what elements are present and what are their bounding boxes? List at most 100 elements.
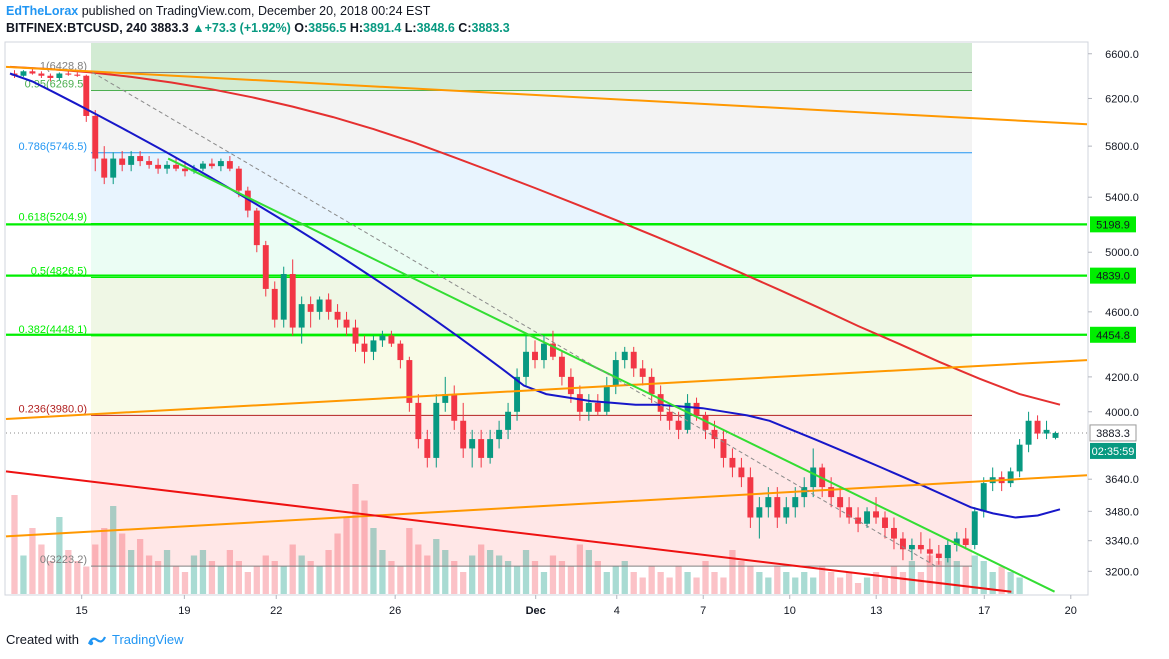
volume-bar	[217, 566, 225, 594]
price-tick-label: 5000.0	[1105, 247, 1139, 259]
volume-bar	[908, 561, 916, 594]
volume-bar	[917, 572, 925, 594]
close-value: 3883.3	[471, 21, 510, 35]
candle-body	[271, 288, 278, 320]
price-marker-label: 3883.3	[1096, 428, 1130, 440]
price-tick-label: 6600.0	[1105, 49, 1139, 61]
candle-body	[1034, 420, 1041, 434]
price-tick-label: 4600.0	[1105, 307, 1139, 319]
volume-bar	[128, 550, 135, 594]
candle-body	[110, 158, 117, 178]
tradingview-brand[interactable]: TradingView	[112, 632, 184, 647]
volume-bar	[756, 572, 763, 594]
volume-bar	[935, 561, 942, 594]
volume-bar	[863, 577, 871, 594]
volume-bar	[522, 550, 530, 594]
trend-line-orange-middle	[5, 359, 1088, 420]
price-marker-label: 5198.9	[1096, 219, 1130, 231]
time-tick-label: 15	[76, 605, 88, 617]
candle-body	[361, 343, 368, 352]
volume-bar	[1007, 572, 1014, 594]
candle-body	[307, 304, 314, 312]
candle-body	[756, 507, 763, 518]
candle-body	[765, 497, 772, 508]
volume-bar	[478, 544, 485, 594]
volume-bar	[415, 544, 422, 594]
time-axis[interactable]: 15 19 22 26 Dec 4 7 10 13 17 20	[76, 595, 1077, 617]
candle-body	[128, 156, 135, 165]
volume-bar	[65, 550, 72, 594]
symbol-interval: BITFINEX:BTCUSD, 240	[6, 21, 147, 35]
price-marker-label: 4839.0	[1096, 271, 1130, 283]
candle-body	[729, 457, 736, 468]
price-tick-label: 3340.0	[1105, 536, 1139, 548]
volume-bar	[693, 577, 700, 594]
fib-zone	[91, 335, 972, 416]
candle-body	[478, 439, 485, 458]
volume-bar	[621, 561, 628, 594]
volume-bar	[513, 566, 521, 594]
up-arrow-icon: ▲	[192, 21, 205, 35]
candle-body	[882, 517, 888, 528]
price-marker-box	[1090, 326, 1136, 343]
volume-bar	[567, 566, 575, 594]
candle-body	[567, 376, 574, 395]
volume-bar	[729, 550, 736, 594]
fib-lines: 1(6428.8)0.95(6269.5)0.786(5746.5)0.618(…	[6, 61, 1087, 567]
volume-bar	[352, 484, 359, 594]
volume-bar	[442, 550, 449, 594]
volume-bar	[720, 577, 727, 594]
candle-body	[244, 190, 251, 211]
volume-bar	[325, 550, 332, 594]
volume-bar	[289, 544, 296, 594]
price-marker-label: 4454.8	[1096, 330, 1130, 342]
candle-body	[648, 376, 655, 395]
fib-label: 0.95(6269.5)	[25, 78, 87, 90]
volume-bar	[711, 572, 718, 594]
volume-bar	[854, 583, 862, 594]
tradingview-logo-icon	[87, 636, 106, 645]
author-link[interactable]: EdTheLorax	[6, 4, 79, 18]
last-price: 3883.3	[150, 21, 189, 35]
price-tick-label: 3480.0	[1105, 506, 1139, 518]
candle-body	[235, 168, 242, 191]
publish-text: published on TradingView.com, December 2…	[81, 4, 431, 18]
candle-body	[523, 351, 529, 377]
candle-body	[693, 402, 700, 416]
time-tick-label: 19	[178, 605, 190, 617]
price-tick-label: 3640.0	[1105, 474, 1139, 486]
publish-info: EdTheLorax published on TradingView.com,…	[6, 4, 1156, 21]
volume-bar	[890, 566, 898, 594]
candle-body	[424, 439, 431, 458]
price-axis[interactable]: 6600.0 6200.0 5800.0 5400.0 5000.0 4600.0 4200…	[1088, 49, 1139, 579]
volume-bar	[845, 572, 853, 594]
candle-body	[747, 477, 754, 518]
volume-bar	[872, 572, 880, 594]
price-marker-box	[1090, 216, 1136, 233]
volume-bar	[603, 572, 610, 594]
volume-bar	[388, 561, 395, 594]
candle-body	[173, 164, 179, 169]
volume-bar	[406, 528, 413, 594]
candle-body	[720, 439, 727, 458]
candle-body	[155, 164, 162, 169]
price-marker-box	[1090, 442, 1136, 459]
volume-bar	[226, 550, 234, 594]
candle-body	[549, 343, 556, 357]
candle-body	[837, 497, 844, 508]
open-label: O:	[294, 21, 309, 35]
volume-bar	[101, 528, 108, 594]
volume-bar	[684, 572, 691, 594]
candle-body	[289, 274, 296, 328]
high-value: 3891.4	[363, 21, 402, 35]
volume-bar	[262, 555, 269, 594]
price-tick-label: 4200.0	[1105, 372, 1139, 384]
candle-body	[74, 74, 81, 76]
candle-body	[675, 420, 682, 430]
volume-bar	[702, 561, 709, 594]
volume-bar	[953, 561, 960, 594]
volume-bar	[747, 566, 754, 594]
volume-bar	[792, 577, 799, 594]
candle-body	[505, 411, 512, 430]
